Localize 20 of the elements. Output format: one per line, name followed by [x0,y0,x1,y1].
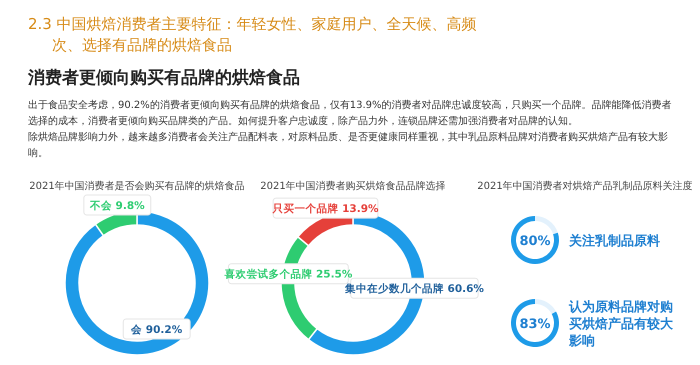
text: 2.3 中国烘焙消费者主要特征：年轻女性、家庭用户、全天候、高频次、选择有品牌的烘焙食品 [28,14,478,56]
slice-label: 只买一个品牌 13.9% [271,202,380,216]
chart-title: 2021年中国消费者对烘焙产品乳制品原料关注度 [477,180,693,192]
chart-title: 2021年中国消费者是否会购买有品牌的烘焙食品 [29,180,245,192]
donut-slice [511,216,559,264]
donut-slice [511,299,559,347]
chart-title: 2021年中国消费者购买烘焙食品品牌选择 [260,180,446,192]
slice-label: 会 90.2% [130,322,183,336]
donut-slice [535,299,556,314]
slice-label: 认为原料品牌对购买烘焙产品有较大影响 [568,299,674,349]
slice-label: 集中在少数几个品牌 60.6% [344,282,484,296]
slice-label: 关注乳制品原料 [568,233,660,249]
data-label: 80% [519,234,551,249]
data-label: 83% [519,317,551,332]
text: 出于食品安全考虑，90.2%的消费者更倾向购买有品牌的烘焙食品，仅有13.9%的消费者对品牌忠诚度较高，只购买一个品牌。品牌能降低消费者选择的成本，消费者更倾向购买品牌类的产品。如何提升客户忠诚度，除产品力外，连锁品牌还需加强消费者对品牌的认知。 [28,98,673,129]
slice-label: 不会 9.8% [88,199,146,212]
slice-label: 喜欢尝试多个品牌 25.5% [223,268,353,281]
donut-slice [535,216,558,234]
text: 消费者更倾向购买有品牌的烘焙食品 [28,67,300,89]
text: 除烘焙品牌影响力外，越来越多消费者会关注产品配料表，对原料品质、是否更健康同样重视，其中乳品原料品牌对消费者购买烘焙产品有较大影响。 [28,130,669,161]
